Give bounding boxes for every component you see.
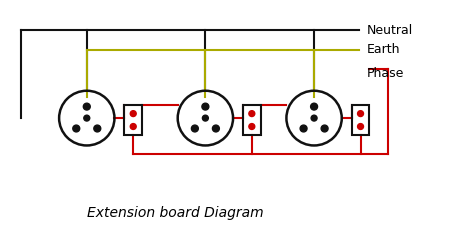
Circle shape xyxy=(249,123,255,129)
Circle shape xyxy=(310,103,318,110)
Text: Neutral: Neutral xyxy=(366,24,413,37)
Circle shape xyxy=(300,125,307,132)
Bar xyxy=(124,105,142,135)
Text: Phase: Phase xyxy=(366,67,404,80)
Circle shape xyxy=(83,103,90,110)
Circle shape xyxy=(202,115,209,121)
Bar xyxy=(352,105,369,135)
Circle shape xyxy=(73,125,80,132)
Bar xyxy=(243,105,261,135)
Circle shape xyxy=(130,123,136,129)
Circle shape xyxy=(249,111,255,117)
Circle shape xyxy=(357,123,364,129)
Circle shape xyxy=(202,103,209,110)
Circle shape xyxy=(311,115,317,121)
Circle shape xyxy=(84,115,90,121)
Circle shape xyxy=(191,125,198,132)
Text: Extension board Diagram: Extension board Diagram xyxy=(87,206,264,220)
Circle shape xyxy=(130,111,136,117)
Circle shape xyxy=(212,125,219,132)
Circle shape xyxy=(94,125,101,132)
Circle shape xyxy=(357,111,364,117)
Text: Earth: Earth xyxy=(366,43,400,56)
Circle shape xyxy=(321,125,328,132)
